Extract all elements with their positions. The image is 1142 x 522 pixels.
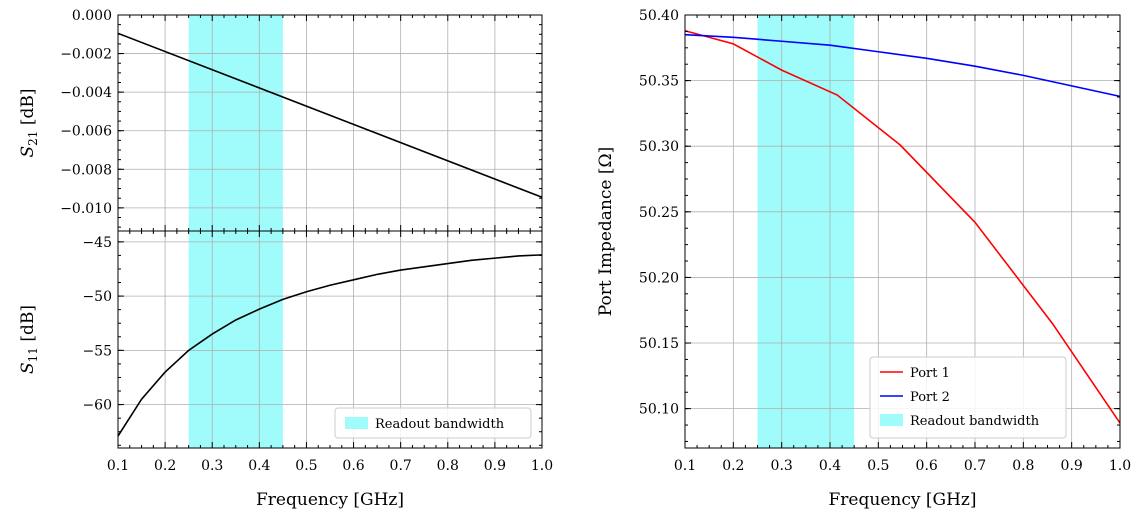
x-tick-label: 0.5 <box>867 458 889 474</box>
x-tick-label: 0.9 <box>1061 458 1083 474</box>
y-tick-label: 0.000 <box>72 8 112 24</box>
legend: Port 1 Port 2 Readout bandwidth <box>869 356 1067 439</box>
legend-label: Readout bandwidth <box>375 417 505 432</box>
s11-panel: −45 −50 −55 −60 0.1 0.2 0.3 0.4 0.5 0.6 0.7 0.8 0.9 1… <box>18 230 553 510</box>
legend-box <box>869 356 1067 439</box>
y-tick-label: −0.010 <box>60 201 112 217</box>
x-tick-label: 0.2 <box>722 458 744 474</box>
series-line <box>117 32 543 198</box>
x-tick-label: 1.0 <box>1109 458 1131 474</box>
readout-band <box>188 231 283 448</box>
x-tick-label: 0.3 <box>201 458 223 474</box>
x-tick-label: 0.4 <box>819 458 841 474</box>
x-tick-label: 0.8 <box>1012 458 1034 474</box>
y-tick-label: −50 <box>82 289 112 305</box>
x-tick-label: 0.2 <box>154 458 176 474</box>
x-tick-label: 1.0 <box>531 458 553 474</box>
y-tick-label: 50.15 <box>639 336 679 352</box>
x-tick-label: 0.8 <box>437 458 459 474</box>
y-tick-label: −0.004 <box>60 85 112 101</box>
x-tick-label: 0.3 <box>771 458 793 474</box>
legend-label: Readout bandwidth <box>910 414 1040 429</box>
series-line-port-2 <box>684 33 1121 98</box>
axes-frame <box>117 14 543 232</box>
y-tick-label: −55 <box>82 343 112 359</box>
y-axis-title: S21 [dB] <box>18 89 40 158</box>
y-tick-label: 50.10 <box>639 402 679 418</box>
x-tick-label: 0.1 <box>107 458 129 474</box>
y-tick-label: −60 <box>82 398 112 414</box>
x-tick-label: 0.6 <box>342 458 364 474</box>
y-tick-label: 50.35 <box>639 74 679 90</box>
x-tick-label: 0.6 <box>916 458 938 474</box>
y-tick-label: −45 <box>82 235 112 251</box>
y-axis-title: Port Impedance [Ω] <box>596 147 616 316</box>
y-axis-title: S11 [dB] <box>18 305 40 374</box>
y-tick-label: 50.20 <box>639 270 679 286</box>
x-tick-label: 0.1 <box>674 458 696 474</box>
y-tick-label: −0.002 <box>60 47 112 63</box>
legend-swatch-readout-bandwidth <box>880 414 903 426</box>
y-tick-label: −0.006 <box>60 124 112 140</box>
legend-label: Port 1 <box>910 366 950 381</box>
legend-box <box>334 407 532 439</box>
x-axis-title: Frequency [GHz] <box>829 490 977 510</box>
y-tick-label: −0.008 <box>60 162 112 178</box>
y-tick-label: 50.30 <box>639 139 679 155</box>
x-tick-label: 0.7 <box>390 458 412 474</box>
legend-label: Port 2 <box>910 390 950 405</box>
series-line-port-1 <box>684 29 1121 424</box>
y-tick-label: 50.25 <box>639 205 679 221</box>
series-line <box>117 254 543 437</box>
legend: Readout bandwidth <box>334 407 532 439</box>
readout-band <box>188 15 283 231</box>
x-tick-label: 0.7 <box>964 458 986 474</box>
x-tick-label: 0.4 <box>248 458 270 474</box>
s21-panel: 0.000 −0.002 −0.004 −0.006 −0.008 −0.010 S21 [… <box>18 8 543 232</box>
port-impedance-panel: 50.10 50.15 50.20 50.25 50.30 50.35 50.40 0.1 0.… <box>596 8 1131 510</box>
x-tick-label: 0.5 <box>295 458 317 474</box>
x-tick-label: 0.9 <box>484 458 506 474</box>
readout-band <box>757 15 855 448</box>
y-tick-label: 50.40 <box>639 8 679 24</box>
x-axis-title: Frequency [GHz] <box>256 490 404 510</box>
legend-swatch-readout-bandwidth <box>345 417 368 429</box>
